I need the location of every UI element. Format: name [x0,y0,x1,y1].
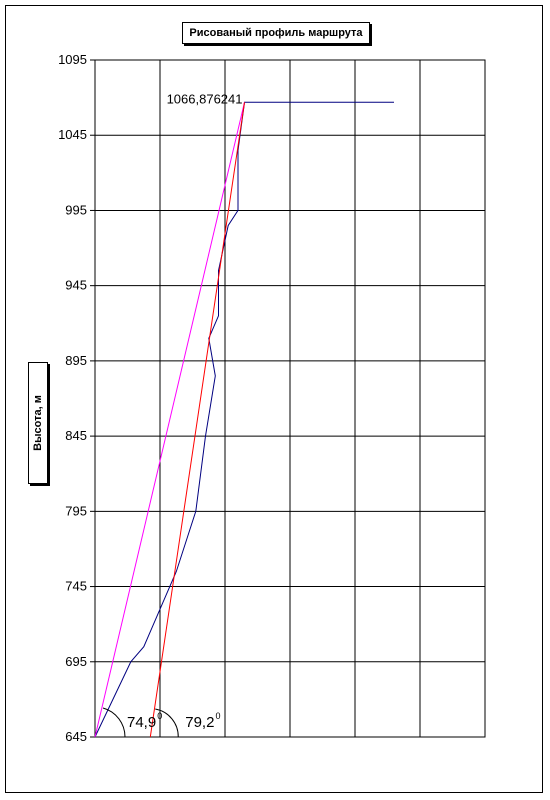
angle-label-1: 74,9 [127,714,156,731]
chart-title: Рисованый профиль маршрута [189,27,363,39]
angle-arc-1 [102,707,126,738]
y-tick-label: 945 [65,278,87,293]
y-tick-label: 845 [65,428,87,443]
y-axis-label: Высота, м [32,395,44,451]
y-tick-label: 695 [65,654,87,669]
peak-annotation: 1066,876241 [167,91,243,106]
angle-label-2: 79,2 [185,714,214,731]
y-tick-label: 745 [65,579,87,594]
angle-degree-1: 0 [157,711,162,721]
y-tick-label: 1045 [58,127,87,142]
y-tick-label: 995 [65,202,87,217]
y-axis-label-box: Высота, м [28,362,48,484]
y-tick-label: 795 [65,503,87,518]
chart-title-box: Рисованый профиль маршрута [182,22,370,44]
angle-arc-2 [155,708,179,738]
y-tick-label: 895 [65,353,87,368]
series-line-1 [94,102,245,738]
angle-degree-2: 0 [215,711,220,721]
series-line-2 [149,102,245,738]
y-tick-label: 1095 [58,52,87,67]
series-line-0 [94,101,394,738]
y-tick-label: 645 [65,729,87,744]
